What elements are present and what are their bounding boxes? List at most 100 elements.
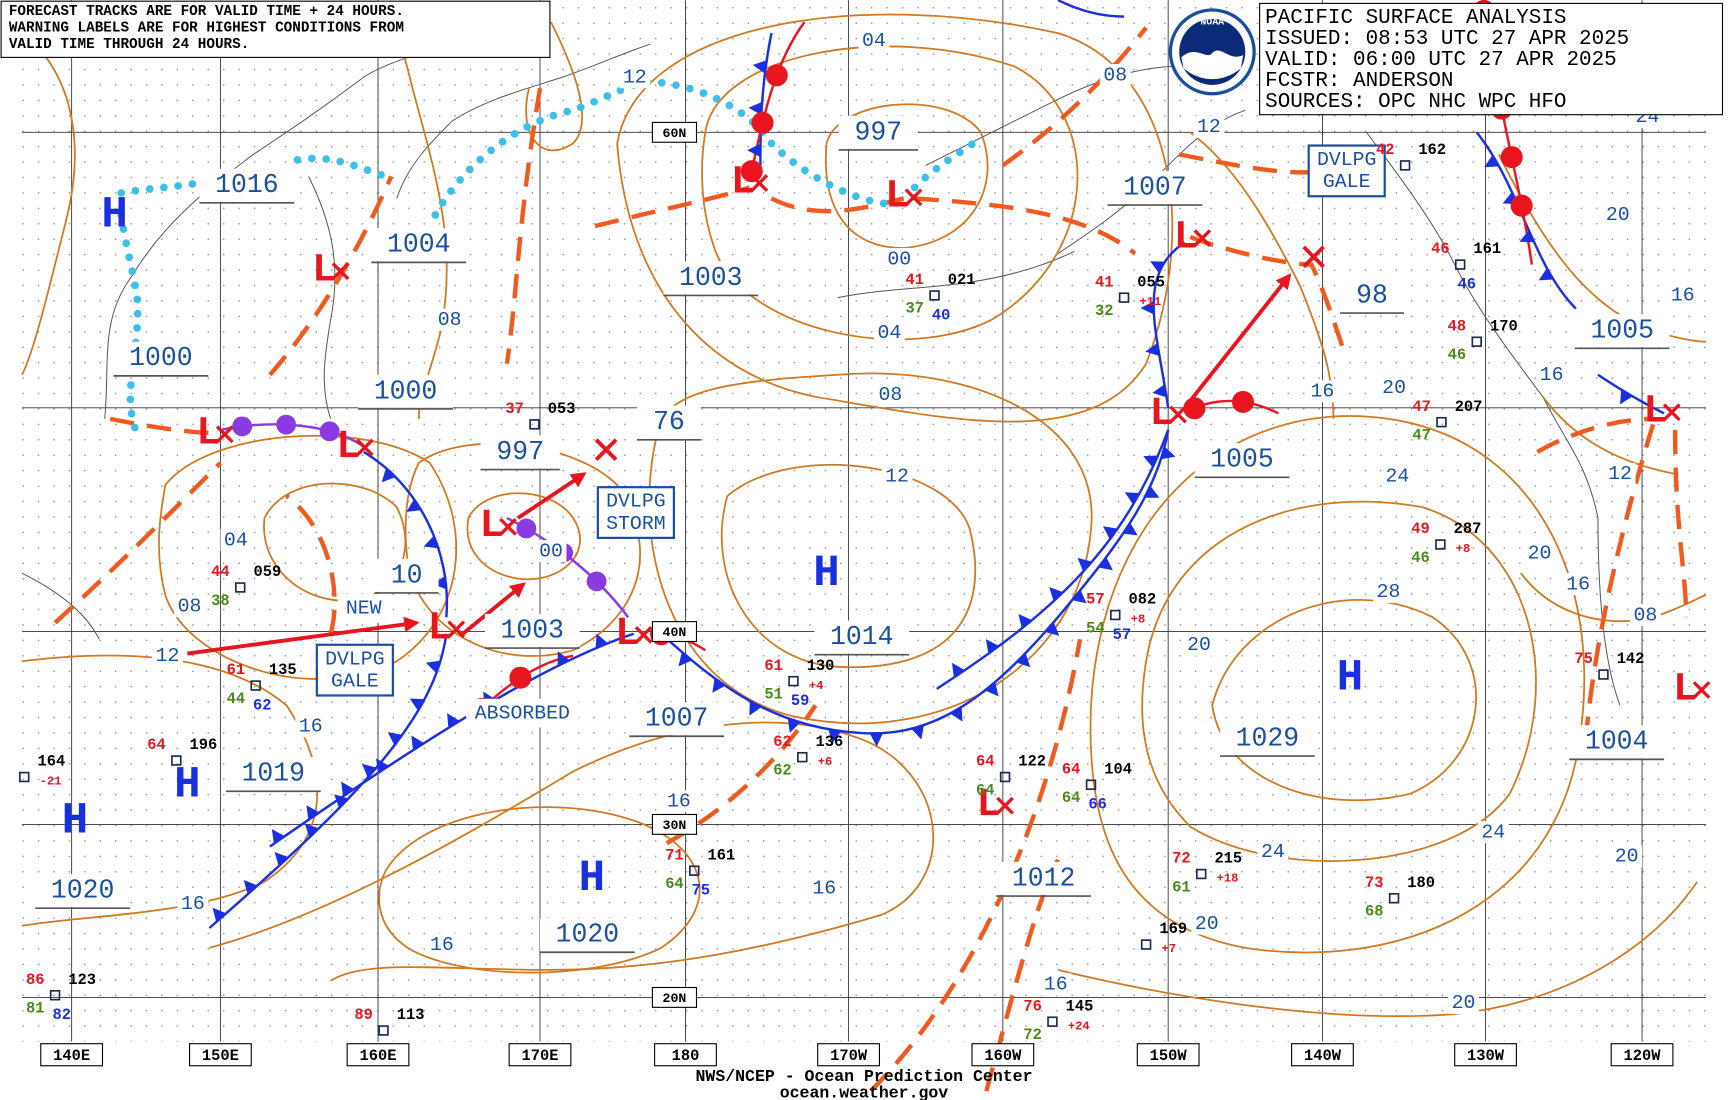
station-t: 64	[1062, 760, 1081, 778]
station-s: 57	[1113, 626, 1131, 644]
lat-label-box	[651, 621, 698, 643]
cold-front-tooth	[985, 639, 1000, 654]
station-d: 64	[1062, 789, 1081, 807]
station-d: 61	[1172, 878, 1191, 896]
isobar-label-bg	[858, 29, 890, 52]
lon-label-box	[1610, 1043, 1674, 1067]
isobar-label-bg	[1524, 542, 1555, 565]
station-marker	[171, 755, 182, 766]
cold-front-tooth	[376, 758, 389, 774]
station-d: 38	[211, 592, 230, 610]
station-s: 46	[1458, 275, 1477, 293]
logo-text: NOAA	[1200, 17, 1224, 28]
isobar-label: 08	[1633, 603, 1657, 626]
station-s: 66	[1088, 796, 1107, 814]
lon-label-box	[188, 1043, 252, 1067]
info-line: ISSUED: 08:53 UTC 27 APR 2025	[1265, 28, 1629, 51]
isobar-label-bg	[873, 321, 905, 344]
pressure-label-bg	[225, 757, 321, 791]
low-center: L	[731, 159, 755, 204]
isobar-label-bg	[152, 644, 183, 667]
cold-front-tooth	[306, 805, 320, 820]
station-p: 142	[1617, 650, 1645, 668]
cold-front-tooth	[406, 499, 422, 512]
lon-label: 150E	[202, 1047, 239, 1065]
isobar-label-bg	[295, 715, 327, 738]
station-t: 62	[773, 733, 792, 751]
isobar-label-bg	[1602, 203, 1634, 226]
lon-label: 160W	[984, 1047, 1022, 1065]
station-t: 76	[1023, 997, 1042, 1015]
isobar-label-bg	[881, 465, 913, 488]
pressure-label-bg	[629, 702, 725, 736]
isobar-label-bg	[1373, 580, 1404, 603]
pressure-label-bg	[838, 115, 918, 149]
isobar-label-bg	[1604, 462, 1636, 485]
station-p: 055	[1137, 273, 1165, 291]
station-t: 64	[976, 753, 995, 771]
lon-label-box	[654, 1043, 717, 1067]
isobar-label-bg	[426, 933, 458, 956]
station-t: 75	[1574, 650, 1593, 668]
cold-front-tooth	[787, 718, 801, 733]
notice-box	[0, 0, 551, 58]
station-marker	[929, 290, 940, 301]
pressure-label: 1000	[129, 343, 192, 373]
station-marker	[1388, 893, 1400, 904]
info-line: FCSTR: ANDERSON	[1265, 70, 1453, 93]
pressure-label: 997	[855, 117, 903, 147]
station-marker	[1118, 292, 1130, 303]
isobar-label: 20	[1452, 991, 1476, 1014]
cold-front-tooth	[387, 732, 403, 746]
isobar-label: 08	[1103, 63, 1127, 86]
cold-front-tooth	[1143, 455, 1159, 468]
pressure-label: 10	[391, 560, 423, 590]
pressure-label-bg	[199, 168, 295, 202]
isobar-label: 00	[539, 539, 563, 562]
isobar-label: 00	[887, 247, 911, 270]
station-d: 37	[905, 300, 924, 318]
isobar-label: 12	[885, 464, 909, 487]
station-t: 44	[211, 563, 230, 581]
isobar-label: 28	[1377, 580, 1401, 603]
pressure-label-bg	[480, 435, 560, 469]
warm-front-bump	[765, 64, 788, 87]
annotation: GALE	[1323, 170, 1371, 193]
cold-front-tooth	[1077, 557, 1092, 572]
pressure-label: 1005	[1210, 445, 1273, 475]
station-p: 104	[1104, 760, 1132, 778]
isobar-label-bg	[1191, 912, 1223, 935]
station-p: 053	[548, 400, 576, 418]
low-center-x	[750, 174, 769, 192]
low-center: L	[1174, 215, 1198, 260]
cold-front-tooth	[1538, 268, 1554, 281]
annotation-box	[466, 698, 579, 728]
lon-label-box	[346, 1043, 410, 1067]
station-p: 207	[1455, 398, 1483, 416]
high-center: H	[813, 549, 839, 599]
station-p: 161	[1473, 240, 1501, 258]
station-d: 51	[764, 685, 783, 703]
station-t: 64	[147, 736, 166, 754]
low-center-x	[1692, 681, 1711, 699]
pressure-label-bg	[1107, 170, 1203, 204]
cold-front-tooth	[1016, 653, 1031, 668]
pressure-label-bg	[636, 405, 701, 439]
warm-front-bump	[1231, 390, 1255, 413]
isobar-label-bg	[1193, 115, 1225, 138]
pressure-label-bg	[1194, 443, 1290, 477]
occluded-bump	[516, 518, 537, 539]
station-marker	[1598, 669, 1609, 680]
cold-front-tooth	[1045, 622, 1060, 636]
cold-front-tooth	[212, 907, 227, 923]
station-tend: -21	[40, 775, 62, 789]
isobar-label: 24	[1481, 820, 1505, 843]
high-center: H	[174, 760, 200, 810]
station-t: 49	[1411, 520, 1430, 538]
annotation: DVLPG	[325, 647, 385, 670]
isobar-label: 08	[438, 308, 462, 331]
annotation: GALE	[331, 669, 379, 692]
station-marker	[689, 865, 700, 876]
isobar-label-bg	[177, 892, 209, 915]
